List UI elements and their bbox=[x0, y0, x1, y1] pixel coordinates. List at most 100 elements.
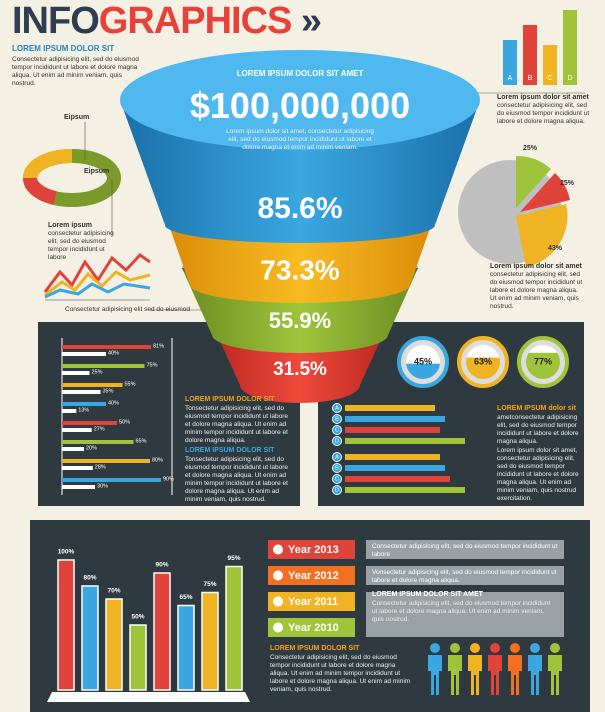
top-columns bbox=[470, 10, 585, 94]
column bbox=[225, 565, 243, 691]
bar bbox=[62, 485, 95, 489]
column-label: 100% bbox=[58, 549, 75, 556]
abcd-bar bbox=[345, 427, 440, 433]
bar bbox=[62, 345, 152, 349]
bar-label: 65% bbox=[136, 438, 147, 444]
bar bbox=[62, 364, 145, 368]
year-text-box bbox=[366, 592, 564, 637]
ring-caption-title: Lorem ipsum bbox=[48, 222, 92, 229]
panel-heading: LOREM IPSUM DOLOR SIT bbox=[270, 645, 360, 652]
circle-fill bbox=[466, 357, 500, 379]
column bbox=[57, 559, 75, 691]
letter-dot bbox=[332, 414, 342, 424]
column-label: 50% bbox=[131, 614, 144, 621]
year-text: Vonsectetur adipisicing elit, sed do eiu… bbox=[372, 569, 557, 584]
panel-text: Tonsectetur adipisicing elit, sed do eiu… bbox=[185, 405, 288, 444]
bar-label: 13% bbox=[78, 407, 89, 413]
letter-dot bbox=[332, 463, 342, 473]
pie-caption-title: Lorem ipsum dolor sit amet bbox=[490, 263, 582, 270]
person-head bbox=[450, 643, 460, 653]
years-text: Consectetur adipisicing elit, sed do eiu… bbox=[372, 600, 551, 623]
year-dot bbox=[273, 570, 283, 581]
people-icons bbox=[428, 643, 562, 695]
title-a: INFO bbox=[12, 0, 100, 42]
title-b: GRAPHICS bbox=[98, 0, 293, 42]
column-letter: A bbox=[508, 75, 513, 82]
ring-caption: consectetur adipisicing elit, sed do eiu… bbox=[48, 230, 114, 261]
person-head bbox=[530, 643, 540, 653]
person-body bbox=[488, 655, 502, 695]
panel-text: ametconsectetur adipisicing elit, sed do… bbox=[497, 414, 579, 445]
letter-dot bbox=[332, 452, 342, 462]
column bbox=[201, 591, 219, 691]
pie-label: 43% bbox=[548, 245, 563, 252]
bar-label: 75% bbox=[147, 362, 158, 368]
circle-fill bbox=[406, 363, 440, 379]
title: INFOGRAPHICS » bbox=[12, 0, 322, 42]
funnel-amount: $100,000,000 bbox=[189, 85, 411, 126]
pie-label: 25% bbox=[560, 180, 575, 187]
bar bbox=[62, 459, 150, 463]
bar bbox=[62, 440, 134, 444]
letter-dot bbox=[332, 474, 342, 484]
person-head bbox=[510, 643, 520, 653]
person-body bbox=[468, 655, 482, 695]
year-dot bbox=[273, 544, 283, 555]
bar-label: 50% bbox=[119, 419, 130, 425]
bar-label: 27% bbox=[94, 426, 105, 432]
column bbox=[105, 598, 123, 691]
panel-heading: LOREM IPSUM DOLOR SIT bbox=[185, 447, 275, 454]
person-body bbox=[508, 655, 522, 695]
bar-label: 35% bbox=[103, 388, 114, 394]
bar bbox=[62, 409, 77, 413]
person-head bbox=[430, 643, 440, 653]
bar bbox=[62, 352, 106, 356]
column-label: 90% bbox=[155, 562, 168, 569]
bar-label: 80% bbox=[152, 457, 163, 463]
letter: C bbox=[335, 427, 339, 433]
funnel-heading: LOREM IPSUM DOLOR SIT AMET bbox=[236, 69, 364, 78]
funnel-level: 55.9% bbox=[269, 308, 331, 333]
year-label: Year 2012 bbox=[288, 570, 339, 582]
panel-heading: LOREM IPSUM DOLOR SIT bbox=[185, 396, 275, 403]
pie-caption: consectetur adipisicing elit, sed do eiu… bbox=[490, 271, 583, 310]
bar bbox=[62, 447, 84, 451]
person-head bbox=[490, 643, 500, 653]
year-text: Consectetur adipisicing elit, sed do eiu… bbox=[372, 543, 558, 558]
bar-label: 90% bbox=[163, 476, 174, 482]
abcd-bar bbox=[345, 416, 445, 422]
circle-label: 77% bbox=[534, 356, 552, 366]
ring-label: Eipsum bbox=[84, 168, 110, 175]
letter: C bbox=[335, 476, 339, 482]
panel-text: Consectetur adipisicing elit, sed do eiu… bbox=[270, 654, 411, 693]
bar bbox=[62, 402, 106, 406]
funnel-rim bbox=[120, 50, 480, 150]
person-body bbox=[548, 655, 562, 695]
year-box bbox=[268, 618, 355, 637]
years-heading: LOREM IPSUM DOLOR SIT AMET bbox=[372, 591, 483, 598]
column-letter: B bbox=[528, 75, 533, 82]
year-box bbox=[268, 592, 355, 611]
base bbox=[47, 692, 250, 702]
bar bbox=[62, 478, 161, 482]
letter: D bbox=[335, 487, 339, 493]
year-dot bbox=[273, 622, 283, 633]
header-text: Consectetur adipisicing elit, sed do eiu… bbox=[12, 56, 139, 87]
circle-fill bbox=[526, 352, 560, 379]
pie-chart bbox=[458, 155, 570, 267]
bar-label: 40% bbox=[108, 350, 119, 356]
pie-label: 25% bbox=[523, 145, 538, 152]
column-label: 80% bbox=[83, 575, 96, 582]
bar bbox=[62, 383, 123, 387]
column-label: 75% bbox=[203, 581, 216, 588]
bar bbox=[62, 390, 101, 394]
line-caption: Consectetur adipisicing elit sed do eius… bbox=[65, 306, 191, 313]
year-box bbox=[268, 566, 355, 585]
bar bbox=[62, 421, 117, 425]
column-letter: C bbox=[547, 75, 552, 82]
person-body bbox=[448, 655, 462, 695]
column bbox=[81, 585, 99, 691]
subtitle: LOREM IPSUM DOLOR SIT bbox=[12, 44, 115, 53]
funnel-level: 31.5% bbox=[273, 359, 327, 380]
